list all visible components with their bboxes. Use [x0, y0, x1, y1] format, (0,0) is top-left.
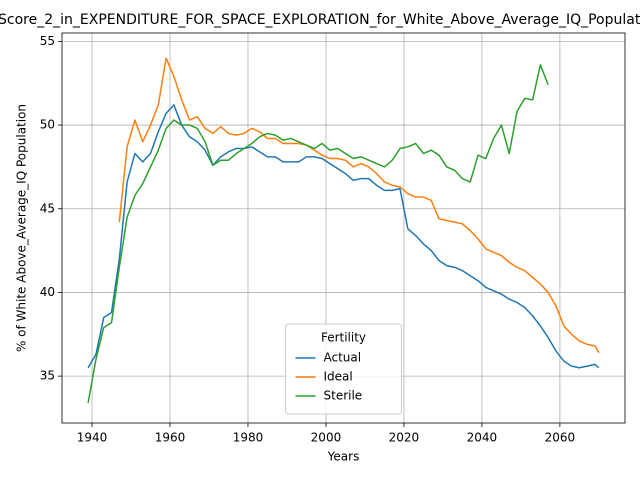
x-tick-label: 2060 — [545, 431, 576, 445]
x-tick-label: 1980 — [233, 431, 264, 445]
y-axis-label: % of White Above_Average_IQ Population — [15, 104, 29, 352]
legend-title: Fertility — [321, 331, 366, 345]
legend: Fertility Actual Ideal Sterile — [285, 323, 402, 415]
series-line — [87, 64, 549, 404]
y-tick-label: 35 — [40, 369, 55, 383]
legend-label: Sterile — [324, 389, 363, 403]
grid — [62, 33, 625, 423]
y-tick-label: 45 — [40, 201, 55, 215]
x-tick-label: 2000 — [311, 431, 342, 445]
y-tick-label: 55 — [40, 34, 55, 48]
legend-label: Ideal — [324, 370, 353, 384]
x-axis-label: Years — [327, 450, 360, 464]
y-tick-label: 50 — [40, 118, 55, 132]
y-tick-label: 40 — [40, 285, 55, 299]
plot-frame — [61, 32, 626, 424]
x-tick-label: 2040 — [467, 431, 498, 445]
x-tick-label: 2020 — [389, 431, 420, 445]
legend-label: Actual — [324, 351, 362, 365]
x-tick-label: 1940 — [77, 431, 108, 445]
series-line — [118, 57, 600, 354]
x-tick-label: 1960 — [155, 431, 186, 445]
series-line — [87, 104, 600, 369]
legend-box — [285, 323, 402, 415]
chart-title: Score_2_in_EXPENDITURE_FOR_SPACE_EXPLORA… — [0, 12, 640, 28]
